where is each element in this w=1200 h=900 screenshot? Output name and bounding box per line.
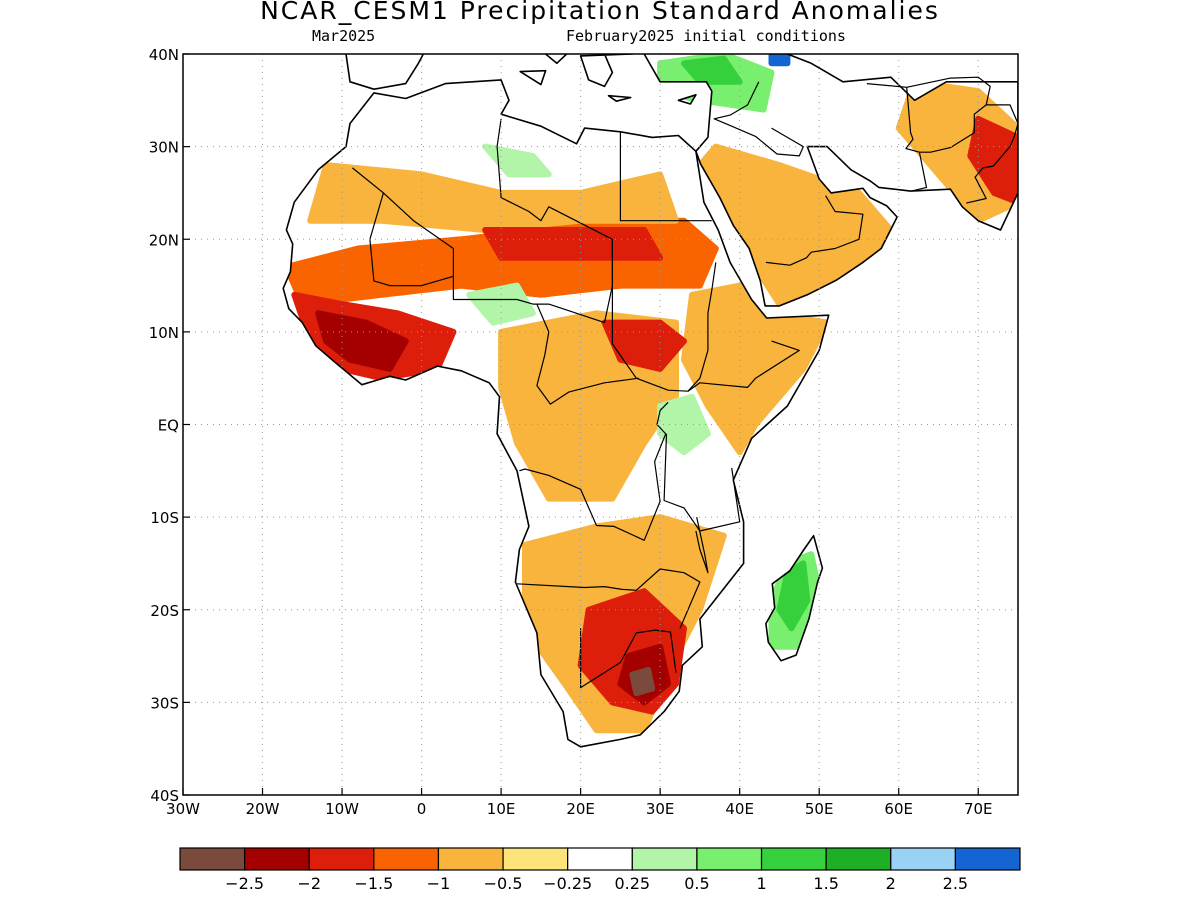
anomaly-madagascar-strong-wet — [776, 560, 811, 632]
land-italy — [545, 54, 567, 64]
anomaly-south-sudan-strong-dry — [601, 319, 687, 372]
country-border — [906, 76, 991, 153]
legend-swatch — [373, 847, 440, 871]
coast-sicily — [519, 69, 547, 86]
legend-swatch — [308, 847, 375, 871]
legend-swatch — [825, 847, 892, 871]
y-tick-label: 30N — [149, 139, 179, 157]
x-tick-label: 30W — [166, 800, 200, 818]
valid-month-label: Mar2025 — [312, 27, 376, 45]
x-tick-label: 40E — [725, 800, 754, 818]
legend-label: −2.5 — [225, 874, 264, 893]
axis-ticks: 30W 20W 10W 0 10E 20E 30E 40E 50E 60E 70E 40N 30N 20N… — [149, 46, 993, 818]
country-border — [611, 239, 717, 392]
country-border — [713, 81, 804, 157]
legend-label: 0.25 — [614, 874, 650, 893]
country-border — [966, 104, 1018, 204]
coast-asia — [643, 54, 1018, 307]
coast-madagascar — [765, 534, 824, 662]
coastline-layer — [282, 54, 1018, 748]
y-tick-label: 10N — [149, 324, 179, 342]
country-border — [579, 628, 677, 689]
country-border — [619, 131, 712, 222]
legend-swatch — [760, 847, 827, 871]
country-border — [765, 195, 864, 266]
country-border — [536, 303, 639, 405]
anomaly-india-strong-dry — [967, 115, 1018, 206]
legend-swatch — [244, 847, 310, 871]
legend-swatch — [696, 847, 763, 871]
legend-swatch — [631, 847, 698, 871]
coast-iberia — [345, 54, 425, 90]
anomaly-libya-wet — [482, 143, 552, 178]
init-conditions-label: February2025 initial conditions — [566, 27, 846, 45]
anomaly-west-africa-severe-dry — [315, 310, 409, 372]
x-tick-label: 20E — [566, 800, 595, 818]
anomaly-lake-victoria-wet — [657, 393, 711, 456]
land-sicily — [520, 70, 546, 85]
legend-swatch — [437, 847, 504, 871]
coast-greece — [579, 54, 634, 88]
legend-label: 1.5 — [813, 874, 838, 893]
x-tick-label: 0 — [417, 800, 427, 818]
country-border — [687, 340, 800, 392]
x-tick-label: 30E — [646, 800, 675, 818]
legend-label: −2 — [297, 874, 321, 893]
coast-crete — [607, 94, 632, 102]
anomaly-eastern-mediterranean-strong-wet — [681, 55, 743, 85]
coast-italy — [544, 54, 568, 65]
legend-swatch — [567, 847, 633, 871]
color-legend: −2.5 −2 −1.5 −1 −0.5 −0.25 0.25 0.5 1 1.5 2 2.5 — [179, 847, 1021, 893]
y-tick-label: 20N — [149, 231, 179, 249]
y-tick-label: 10S — [150, 509, 179, 527]
country-border — [352, 167, 454, 287]
y-tick-label: 20S — [150, 602, 179, 620]
legend-swatch — [890, 847, 956, 871]
legend-label: 1 — [756, 874, 766, 893]
coast-cyprus — [677, 94, 697, 105]
y-tick-label: EQ — [158, 417, 179, 435]
anomaly-caucasus-very-wet — [768, 54, 791, 67]
country-border — [516, 568, 701, 629]
legend-swatch — [179, 847, 246, 871]
land-greece — [580, 54, 633, 87]
coast-africa — [282, 79, 830, 748]
x-tick-label: 20W — [246, 800, 280, 818]
anomaly-sahel-strong-dry — [482, 227, 664, 261]
x-tick-label: 10W — [325, 800, 359, 818]
legend-label: −1 — [427, 874, 451, 893]
y-tick-label: 40S — [150, 787, 179, 805]
legend-label: −0.25 — [543, 874, 592, 893]
legend-label: 2 — [886, 874, 896, 893]
legend-label: −0.5 — [484, 874, 523, 893]
legend-label: 2.5 — [943, 874, 968, 893]
country-border — [866, 83, 928, 192]
country-border — [695, 516, 709, 574]
x-tick-label: 60E — [884, 800, 913, 818]
map-title: NCAR_CESM1 Precipitation Standard Anomal… — [260, 0, 940, 25]
y-tick-label: 30S — [150, 694, 179, 712]
anomaly-lesotho-extreme-dry — [629, 667, 656, 697]
legend-label: −1.5 — [354, 874, 393, 893]
x-tick-label: 70E — [964, 800, 993, 818]
legend-label: 0.5 — [684, 874, 709, 893]
x-tick-label: 10E — [487, 800, 516, 818]
y-tick-label: 40N — [149, 46, 179, 64]
land-iberia — [346, 54, 424, 90]
legend-swatch — [954, 847, 1021, 871]
country-border — [663, 433, 741, 532]
legend-swatch — [502, 847, 569, 871]
x-tick-label: 50E — [805, 800, 834, 818]
